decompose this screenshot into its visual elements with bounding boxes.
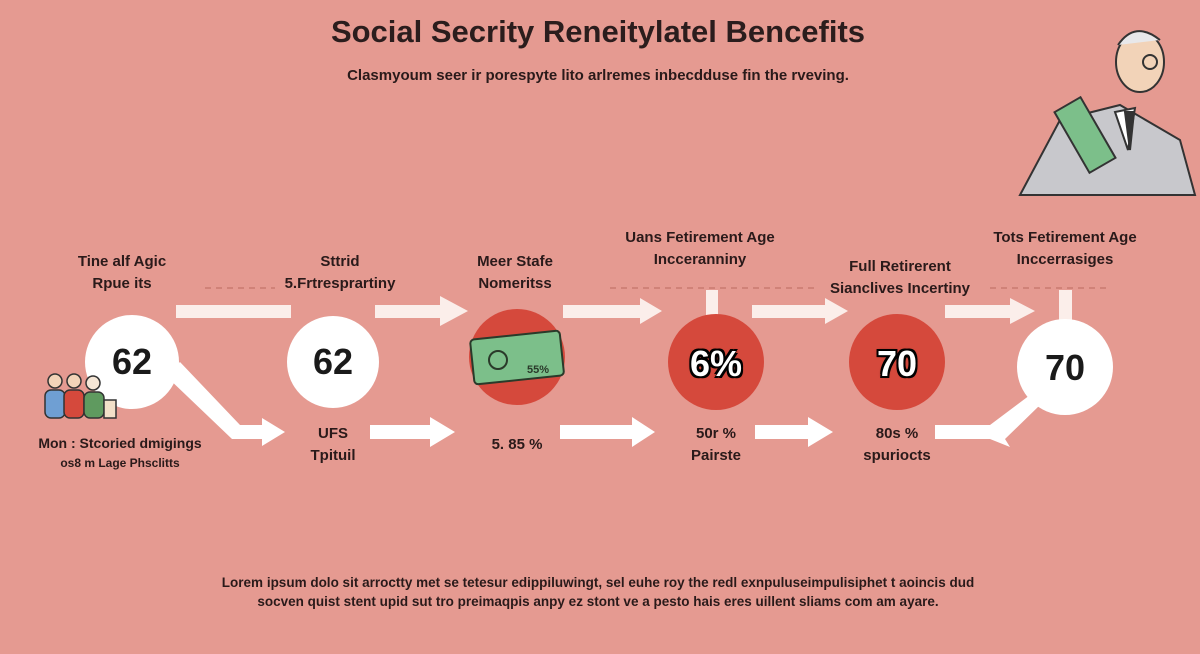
step-1-bottom-label: Mon : Stcoried dmigings os8 m Lage Phscli… xyxy=(38,433,201,473)
step-6-value: 70 xyxy=(1044,347,1086,388)
step-3-bottom-label: 5. 85 % xyxy=(492,434,543,456)
step-6-circle xyxy=(1017,319,1113,415)
label-line: spuriocts xyxy=(863,447,931,464)
label-line: Tots Fetirement Age xyxy=(993,229,1137,246)
label-line: 80s % xyxy=(875,425,919,442)
step-6-top-label: Tots Fetirement Age Inccerrasiges xyxy=(993,227,1136,271)
step-1-top-label: Tine alf Agic Rpue its xyxy=(78,251,166,295)
step-2-value: 62 xyxy=(312,341,354,382)
money-icon xyxy=(469,309,565,405)
label-line: Mon : Stcoried dmigings xyxy=(38,435,202,451)
label-line: Tpituil xyxy=(310,447,356,464)
step-3-value: 55% xyxy=(526,364,550,376)
label-line: Tine alf Agic xyxy=(77,253,167,270)
footer-text: Lorem ipsum dolo sit arroctty met se tet… xyxy=(222,573,974,611)
label-line: Pairste xyxy=(690,447,742,464)
step-4-value: 6% xyxy=(689,343,743,384)
label-line: Meer Stafe xyxy=(477,253,553,270)
footer-line: Lorem ipsum dolo sit arroctty met se tet… xyxy=(221,575,975,590)
label-line: Sianclives Incertiny xyxy=(829,280,971,297)
step-2-bottom-label: UFS Tpituil xyxy=(311,423,356,467)
page-subtitle: Clasmyoum seer ir porespyte lito arlreme… xyxy=(347,67,849,84)
label-line: Nomeritss xyxy=(478,275,552,292)
label-line: os8 m Lage Phsclitts xyxy=(60,456,180,470)
label-line: 5.Frtresprartiny xyxy=(284,275,396,292)
step-4-top-label: Uans Fetirement Age Incceranniny xyxy=(625,227,774,271)
step-5-top-label: Full Retirerent Sianclives Incertiny xyxy=(830,256,970,300)
page-title: Social Secrity Reneitylatel Bencefits xyxy=(330,14,866,49)
people-icon xyxy=(44,373,117,419)
step-4-bottom-label: 50r % Pairste xyxy=(691,423,741,467)
step-5-bottom-label: 80s % spuriocts xyxy=(863,423,931,467)
step-1-circle xyxy=(85,315,179,409)
step-3-top-label: Meer Stafe Nomeritss xyxy=(477,251,553,295)
step-2-circle xyxy=(287,316,379,408)
label-line: 5. 85 % xyxy=(491,436,543,453)
step-5-circle xyxy=(849,314,945,410)
step-4-circle xyxy=(668,314,764,410)
lower-arrows xyxy=(165,362,1040,447)
label-line: Inccerrasiges xyxy=(1016,251,1114,268)
label-line: UFS xyxy=(318,425,348,442)
label-line: Full Retirerent xyxy=(849,258,951,275)
step-2-top-label: Sttrid 5.Frtresprartiny xyxy=(285,251,396,295)
upper-arrows xyxy=(176,290,1072,326)
footer-line: socven quist stent upid sut tro preimaqp… xyxy=(257,594,939,609)
step-5-value: 70 xyxy=(876,343,918,384)
label-line: Sttrid xyxy=(320,253,360,270)
elderly-man-icon xyxy=(1018,30,1197,196)
label-line: Rpue its xyxy=(92,275,152,292)
step-1-value: 62 xyxy=(111,341,153,382)
label-line: Uans Fetirement Age xyxy=(625,229,775,246)
label-line: 50r % xyxy=(695,425,737,442)
label-line: Incceranniny xyxy=(653,251,747,268)
